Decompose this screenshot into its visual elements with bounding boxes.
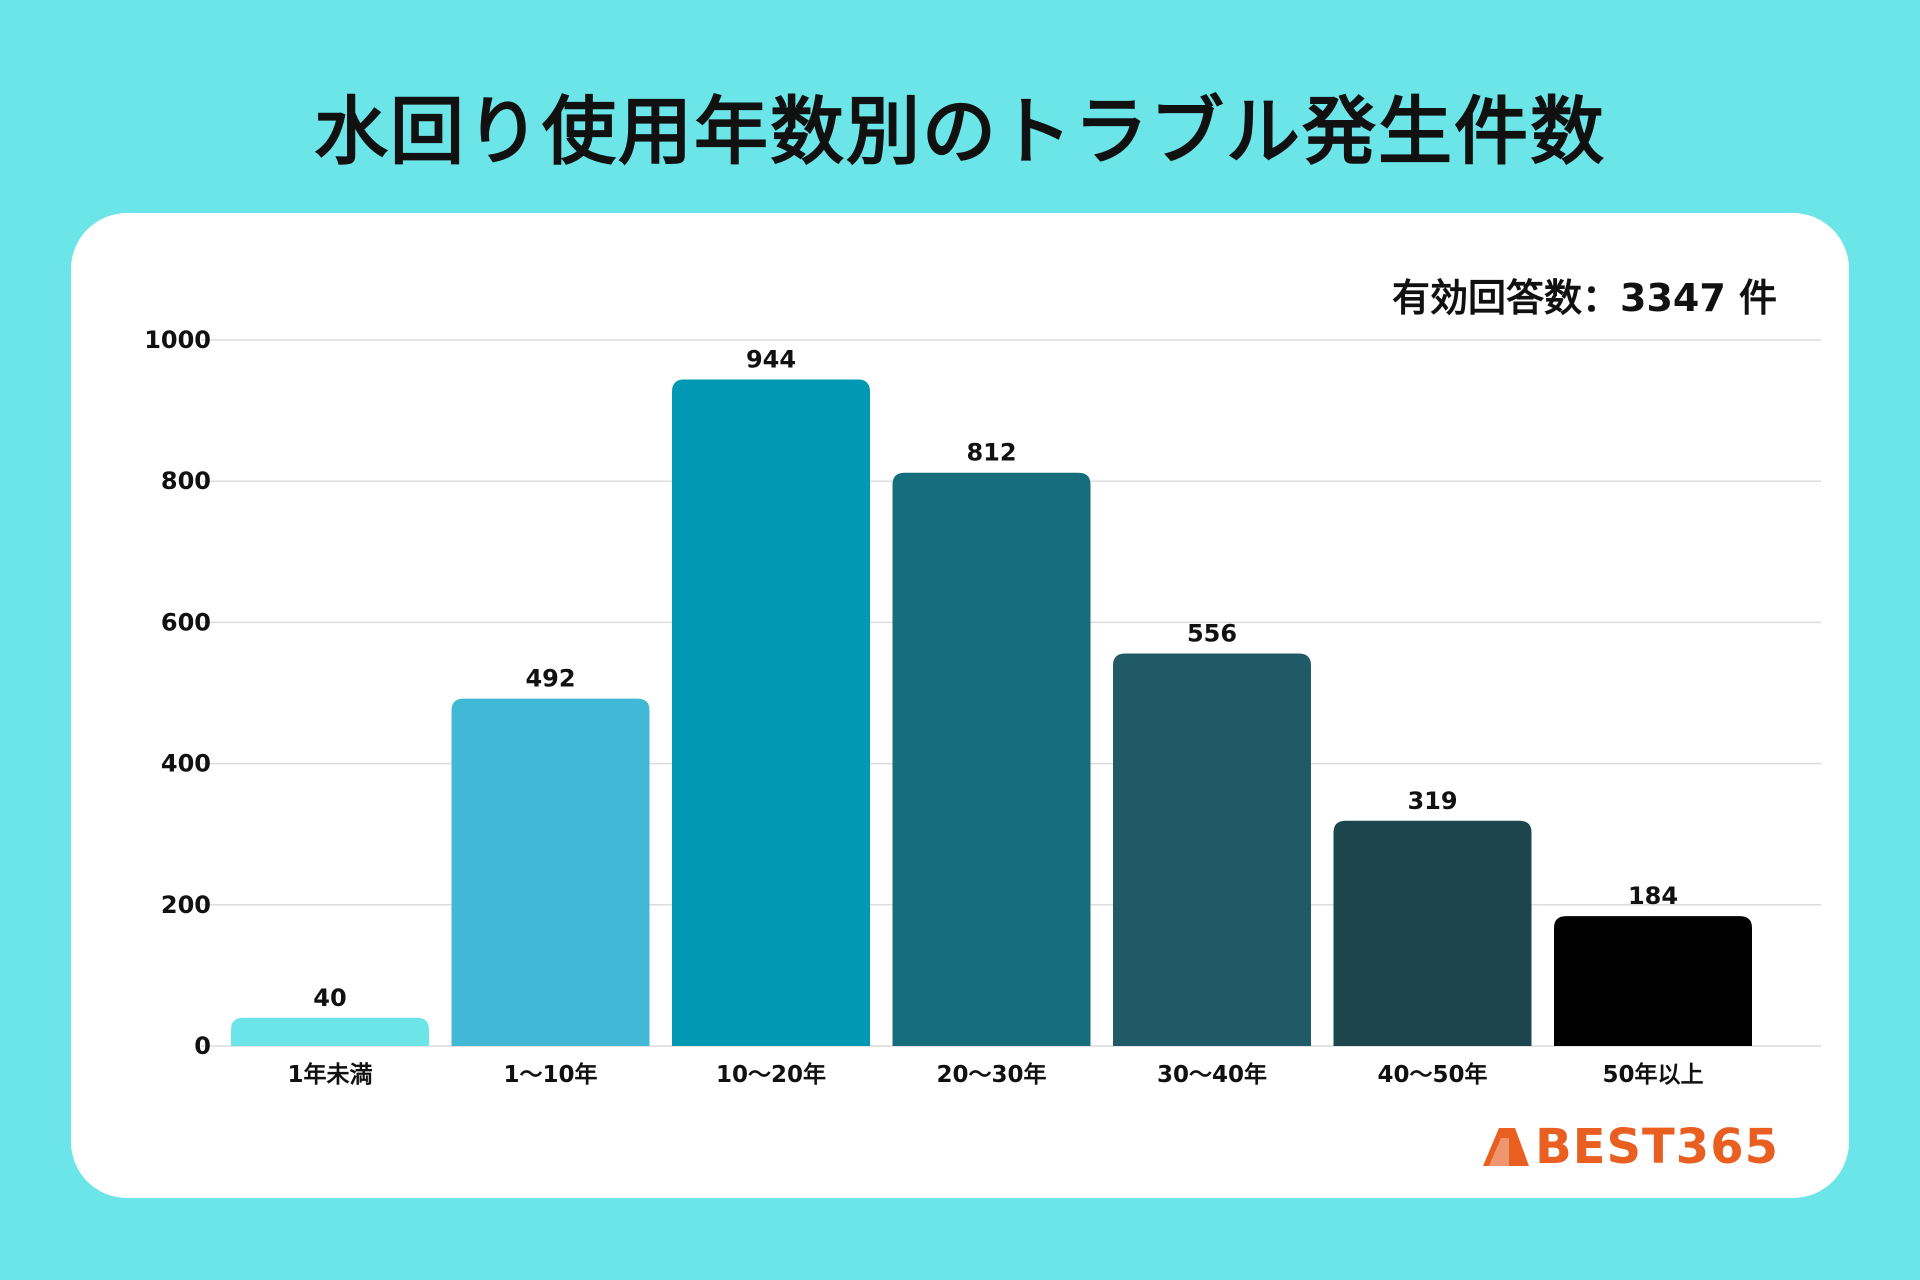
total-responses-label: 有効回答数：3347 件 xyxy=(1392,276,1777,320)
brand-mark-icon xyxy=(1483,1128,1530,1166)
x-tick-label: 50年以上 xyxy=(1602,1061,1703,1088)
brand-name: BEST365 xyxy=(1535,1119,1779,1175)
bar xyxy=(672,379,870,1046)
y-tick-label: 200 xyxy=(161,891,211,919)
bar xyxy=(892,472,1091,1046)
y-tick-label: 800 xyxy=(161,467,211,495)
bar-value-label: 944 xyxy=(746,346,796,374)
chart-card: 有効回答数：3347 件 0 200 400 600 800 1000 40 1年未満 492 1… xyxy=(71,213,1849,1198)
bar xyxy=(1113,653,1311,1046)
bar xyxy=(1554,916,1752,1046)
x-tick-label: 1年未満 xyxy=(287,1061,372,1088)
bar-value-label: 319 xyxy=(1407,787,1457,815)
x-tick-label: 20～30年 xyxy=(936,1061,1046,1088)
chart-title: 水回り使用年数別のトラブル発生件数 xyxy=(314,89,1606,175)
y-tick-label: 400 xyxy=(161,750,211,778)
y-tick-label: 1000 xyxy=(144,326,211,354)
x-tick-label: 10～20年 xyxy=(716,1061,826,1088)
bar-value-label: 556 xyxy=(1187,619,1237,647)
bar-chart: 0 200 400 600 800 1000 40 1年未満 492 1～10年 944 10～20年… xyxy=(144,326,1821,1088)
brand-logo: BEST365 xyxy=(1481,1119,1779,1175)
x-tick-label: 40～50年 xyxy=(1377,1061,1487,1088)
bar-value-label: 40 xyxy=(313,984,346,1012)
bar-value-label: 812 xyxy=(966,439,1016,467)
bar xyxy=(231,1017,429,1046)
bar-value-label: 184 xyxy=(1628,882,1678,910)
x-tick-label: 30～40年 xyxy=(1157,1061,1267,1088)
y-tick-label: 600 xyxy=(161,608,211,636)
x-tick-label: 1～10年 xyxy=(503,1061,597,1088)
bar xyxy=(451,698,650,1046)
bar-value-label: 492 xyxy=(525,665,575,693)
y-tick-label: 0 xyxy=(194,1032,211,1060)
bar xyxy=(1333,820,1532,1046)
